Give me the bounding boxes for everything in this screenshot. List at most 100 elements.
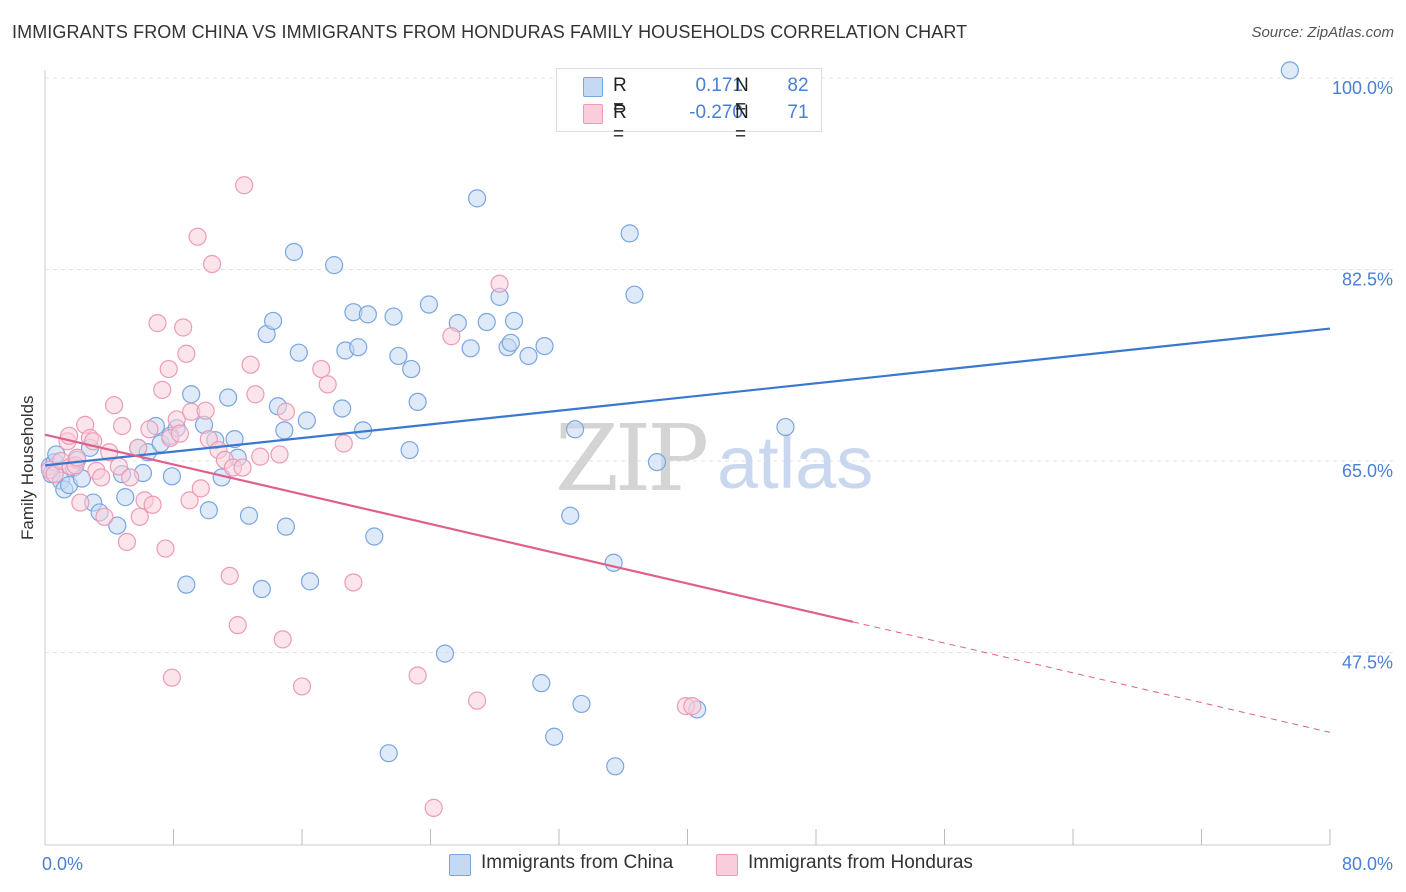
honduras-point [273, 630, 292, 649]
honduras-point [233, 458, 252, 477]
honduras-point [104, 396, 124, 415]
china-point [402, 359, 421, 379]
honduras-point [95, 507, 114, 526]
honduras-point [140, 420, 159, 439]
china-point [477, 312, 496, 332]
china-point [379, 744, 398, 763]
honduras-point [153, 380, 172, 399]
honduras-point [188, 227, 207, 246]
legend-r-label: R = [613, 75, 627, 118]
honduras-point [170, 424, 190, 443]
china-point [333, 399, 352, 418]
honduras-point [276, 402, 296, 421]
honduras-point [112, 416, 132, 436]
china-point [400, 440, 419, 460]
china-point [467, 189, 487, 208]
y-tick-label: 47.5% [1342, 653, 1393, 673]
china-point [276, 517, 296, 536]
watermark: ZIP atlas [555, 405, 873, 512]
honduras-point [312, 359, 331, 379]
china-point [461, 339, 480, 358]
china-point [252, 579, 271, 599]
china-point [182, 385, 201, 404]
watermark-atlas: atlas [717, 421, 873, 504]
y-tick-label: 82.5% [1342, 270, 1393, 290]
honduras-point [148, 314, 167, 333]
honduras-point [130, 507, 149, 526]
china-point [263, 311, 283, 331]
china-point [177, 575, 196, 594]
honduras-point [117, 532, 137, 552]
china-point [219, 388, 238, 407]
honduras-point [159, 359, 178, 379]
china-point [419, 295, 438, 314]
legend-label-honduras: Immigrants from Honduras [748, 852, 973, 873]
china-point [289, 343, 308, 362]
honduras-point [408, 666, 427, 685]
honduras-point [292, 677, 312, 696]
china-point [535, 337, 554, 356]
honduras-point [235, 176, 254, 195]
china-point [620, 224, 639, 243]
china-point [1280, 61, 1299, 80]
honduras-point [334, 434, 353, 453]
china-point [199, 501, 218, 520]
honduras-point [162, 668, 181, 687]
china-trend-line [44, 327, 1331, 467]
china-point [504, 311, 524, 331]
china-point [365, 527, 384, 546]
china-point [284, 242, 304, 262]
chart-source: Source: ZipAtlas.com [1251, 24, 1394, 41]
china-point [297, 411, 316, 430]
y-tick-label: 65.0% [1342, 461, 1393, 481]
honduras-point [228, 616, 247, 635]
honduras-point [241, 355, 260, 374]
china-point [108, 516, 127, 535]
legend-r-value: -0.270 [689, 102, 743, 123]
honduras-point [180, 491, 199, 510]
honduras-point [177, 344, 196, 363]
legend-n-label: N = [735, 102, 749, 145]
china-point [389, 346, 408, 366]
china-point [532, 674, 551, 693]
honduras-point [191, 479, 210, 498]
china-point [565, 420, 585, 439]
honduras-trend-line [44, 433, 854, 623]
honduras-point [344, 573, 363, 592]
y-axis-tick-labels: 47.5% 65.0% 82.5% 100.0% [1332, 78, 1393, 673]
honduras-point [220, 566, 239, 586]
china-point [116, 488, 135, 507]
china-swatch-icon [583, 77, 603, 97]
china-point [501, 333, 520, 352]
x-axis-ticks [173, 829, 1331, 845]
honduras-trend-extension [852, 621, 1331, 733]
y-tick-label: 100.0% [1332, 78, 1393, 98]
legend-n-value: 71 [787, 102, 809, 123]
honduras-point [92, 468, 111, 487]
trend-lines [44, 327, 1331, 733]
china-point [349, 338, 368, 357]
honduras-point [174, 318, 193, 337]
china-point [647, 452, 667, 472]
honduras-legend-swatch-icon [716, 854, 738, 876]
china-legend-swatch-icon [449, 854, 471, 876]
legend-n-value: 82 [787, 75, 809, 96]
correlation-legend: R = 0.171 N = 82 R = -0.270 N = 71 [556, 68, 822, 145]
honduras-point [270, 445, 289, 464]
china-point [239, 506, 259, 525]
china-point [572, 694, 591, 714]
honduras-swatch-icon [583, 104, 603, 124]
honduras-point [490, 274, 509, 293]
china-point [435, 644, 455, 663]
x-tick-label: 80.0% [1342, 854, 1393, 874]
china-point [625, 285, 644, 304]
honduras-point [71, 493, 90, 512]
honduras-point [143, 495, 162, 514]
china-point [384, 307, 403, 326]
honduras-point [318, 375, 337, 394]
china-point [561, 506, 580, 525]
china-point [325, 256, 344, 275]
chart-title: IMMIGRANTS FROM CHINA VS IMMIGRANTS FROM… [12, 22, 968, 42]
china-point [776, 417, 795, 437]
